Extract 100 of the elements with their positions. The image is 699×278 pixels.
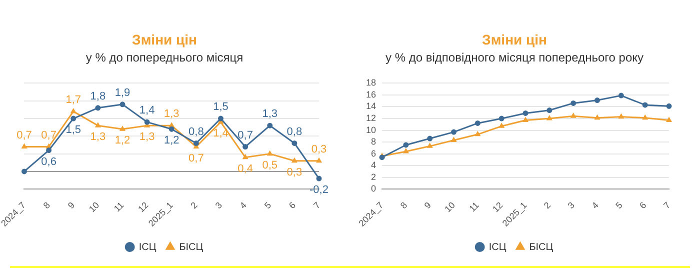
data-label: 0,4 bbox=[238, 162, 253, 175]
point bbox=[403, 148, 408, 154]
x-tick-label: 9 bbox=[66, 200, 77, 211]
y-tick-label: 0 bbox=[370, 184, 376, 194]
y-tick-label: 14 bbox=[366, 101, 376, 112]
point bbox=[427, 136, 433, 142]
data-label: 1,3 bbox=[164, 108, 180, 120]
data-label: 1,3 bbox=[262, 108, 278, 120]
data-label: 1,5 bbox=[66, 124, 82, 136]
x-tick-label: 11 bbox=[112, 200, 126, 214]
y-tick-label: 16 bbox=[366, 89, 376, 100]
point bbox=[642, 102, 648, 108]
point bbox=[120, 102, 126, 108]
x-tick-label: 8 bbox=[398, 200, 410, 211]
data-label: -0,2 bbox=[310, 184, 328, 196]
point bbox=[522, 110, 528, 116]
data-label: 1,8 bbox=[90, 90, 106, 102]
point bbox=[618, 92, 624, 98]
point bbox=[292, 140, 298, 146]
x-tick-label: 12 bbox=[136, 200, 150, 214]
point bbox=[218, 116, 224, 122]
y-tick-label: 10 bbox=[366, 124, 376, 135]
x-tick-label: 5 bbox=[262, 200, 274, 211]
x-tick-label: 10 bbox=[442, 200, 457, 214]
point bbox=[70, 116, 76, 122]
x-tick-label: 9 bbox=[422, 200, 434, 211]
x-tick-label: 3 bbox=[566, 200, 577, 211]
point bbox=[618, 114, 624, 118]
data-label: 0,7 bbox=[188, 152, 204, 164]
point bbox=[21, 168, 27, 174]
point bbox=[95, 105, 101, 111]
data-label: 0,7 bbox=[16, 129, 32, 142]
x-tick-label: 8 bbox=[41, 200, 52, 211]
data-label: 0,7 bbox=[238, 129, 253, 142]
chart-subtitle: у % до відповідного місяця попереднього року bbox=[386, 50, 644, 64]
data-label: 1,3 bbox=[90, 131, 106, 144]
data-label: 1,3 bbox=[139, 131, 155, 144]
y-tick-label: 18 bbox=[366, 78, 376, 88]
legend-label: ІСЦ bbox=[488, 242, 507, 253]
x-tick-label: 2 bbox=[542, 200, 553, 211]
point bbox=[168, 126, 174, 132]
y-tick-label: 4 bbox=[370, 160, 376, 170]
data-label: 1,2 bbox=[164, 134, 180, 147]
chart-title: Зміни цін bbox=[132, 31, 197, 48]
point bbox=[570, 113, 576, 118]
point bbox=[546, 116, 552, 120]
point bbox=[316, 176, 322, 182]
data-label: 1,2 bbox=[114, 134, 130, 147]
point bbox=[46, 148, 52, 154]
point bbox=[403, 142, 409, 148]
x-tick-label: 3 bbox=[213, 200, 224, 211]
point bbox=[451, 129, 457, 135]
point bbox=[169, 122, 174, 128]
x-tick-label: 12 bbox=[490, 200, 505, 214]
legend-label: БІСЦ bbox=[179, 242, 204, 253]
legend-label: ІСЦ bbox=[138, 242, 157, 253]
point bbox=[316, 158, 322, 163]
point bbox=[193, 140, 199, 146]
point bbox=[498, 116, 504, 122]
point bbox=[546, 108, 552, 114]
data-label: 0,8 bbox=[286, 126, 302, 138]
data-label: 0,7 bbox=[41, 129, 56, 142]
chart-subtitle: у % до попереднього місяця bbox=[86, 50, 244, 64]
point bbox=[594, 98, 600, 104]
point bbox=[666, 103, 672, 109]
data-label: 0,3 bbox=[311, 143, 327, 156]
x-tick-label: 4 bbox=[238, 200, 248, 211]
data-label: 1,7 bbox=[66, 94, 82, 106]
point bbox=[70, 108, 76, 114]
data-label: 0,5 bbox=[262, 159, 278, 172]
point bbox=[95, 122, 100, 128]
point bbox=[499, 123, 504, 128]
chart-title: Зміни цін bbox=[482, 31, 547, 48]
data-label: 1,5 bbox=[213, 101, 228, 114]
point bbox=[144, 119, 150, 125]
y-tick-label: 12 bbox=[366, 112, 376, 123]
y-tick-label: 8 bbox=[370, 136, 376, 147]
x-tick-label: 2 bbox=[188, 200, 200, 211]
x-tick-label: 5 bbox=[614, 200, 624, 211]
point bbox=[267, 122, 273, 128]
x-tick-label: 7 bbox=[312, 200, 322, 211]
data-label: 1,4 bbox=[139, 104, 155, 117]
x-tick-label: 6 bbox=[638, 200, 648, 211]
x-tick-label: 7 bbox=[662, 200, 672, 211]
x-tick-label: 4 bbox=[590, 200, 600, 211]
x-tick-label: 6 bbox=[286, 200, 298, 211]
point bbox=[379, 154, 385, 160]
y-tick-label: 6 bbox=[370, 148, 376, 158]
legend-label: БІСЦ bbox=[529, 242, 554, 253]
x-tick-label: 10 bbox=[86, 200, 102, 214]
point bbox=[570, 100, 576, 106]
data-label: 1,9 bbox=[114, 86, 130, 99]
data-label: 0,3 bbox=[286, 166, 302, 178]
data-label: 0,6 bbox=[41, 156, 56, 168]
data-label: 0,8 bbox=[188, 126, 204, 138]
y-tick-label: 2 bbox=[370, 172, 376, 182]
point bbox=[474, 120, 480, 126]
point bbox=[427, 143, 432, 148]
x-tick-label: 11 bbox=[467, 200, 481, 214]
point bbox=[242, 144, 248, 150]
